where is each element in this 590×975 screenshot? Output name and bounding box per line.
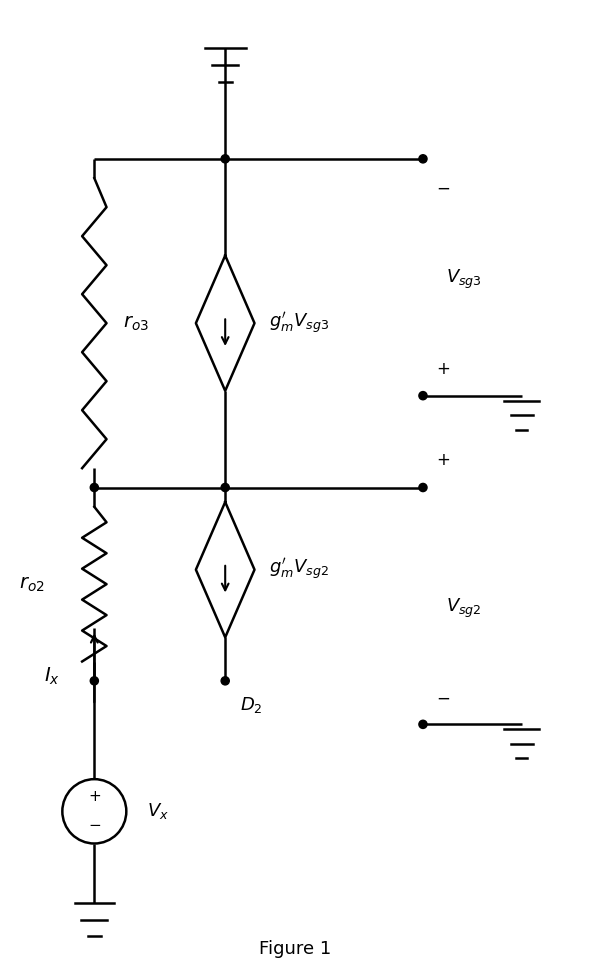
Text: $+$: $+$	[436, 360, 450, 377]
Text: Figure 1: Figure 1	[259, 940, 331, 958]
Text: $g_m'V_{sg3}$: $g_m'V_{sg3}$	[269, 311, 329, 335]
Text: $r_{o3}$: $r_{o3}$	[123, 314, 149, 332]
Ellipse shape	[419, 155, 427, 163]
Ellipse shape	[90, 484, 99, 491]
Ellipse shape	[419, 392, 427, 400]
Text: $D_2$: $D_2$	[240, 695, 263, 715]
Text: $V_x$: $V_x$	[147, 801, 169, 821]
Text: $-$: $-$	[436, 178, 450, 197]
Ellipse shape	[221, 484, 230, 491]
Text: $+$: $+$	[436, 451, 450, 469]
Text: $V_{sg2}$: $V_{sg2}$	[446, 597, 482, 620]
Ellipse shape	[221, 155, 230, 163]
Text: $V_{sg3}$: $V_{sg3}$	[446, 268, 482, 292]
Ellipse shape	[221, 677, 230, 684]
Text: +: +	[88, 790, 101, 804]
Text: $-$: $-$	[436, 688, 450, 706]
Text: $r_{o2}$: $r_{o2}$	[19, 574, 44, 594]
Text: $g_m'V_{sg2}$: $g_m'V_{sg2}$	[269, 557, 329, 582]
Text: −: −	[88, 818, 101, 834]
Ellipse shape	[419, 721, 427, 728]
Ellipse shape	[90, 677, 99, 684]
Ellipse shape	[419, 484, 427, 491]
Text: $I_x$: $I_x$	[44, 665, 60, 686]
